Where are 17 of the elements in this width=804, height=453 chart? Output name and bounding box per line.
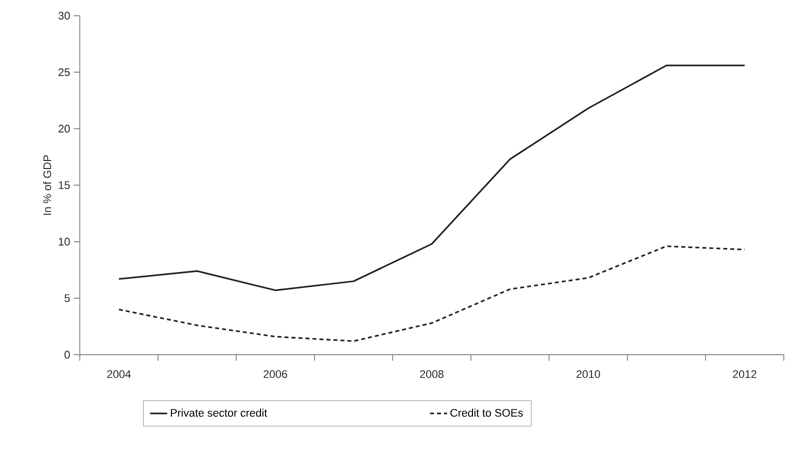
y-tick-label: 30: [58, 12, 70, 20]
x-tick-label: 2006: [264, 370, 288, 378]
x-tick-label: 2010: [576, 370, 600, 378]
y-tick-label: 20: [58, 124, 70, 133]
legend-label: Credit to SOEs: [450, 408, 523, 417]
y-tick-label: 15: [58, 181, 70, 190]
y-tick-label: 25: [58, 68, 70, 76]
y-axis-title: In % of GDP: [43, 155, 52, 215]
legend-label: Private sector credit: [170, 408, 268, 417]
y-tick-label: 10: [58, 238, 70, 246]
y-tick-label: 0: [64, 350, 70, 359]
x-tick-label: 2008: [420, 370, 444, 378]
x-tick-label: 2004: [107, 370, 131, 378]
line-series: [118, 245, 746, 342]
x-tick-label: 2012: [732, 370, 756, 378]
y-tick-label: 5: [64, 294, 70, 302]
line-series: [118, 64, 746, 292]
